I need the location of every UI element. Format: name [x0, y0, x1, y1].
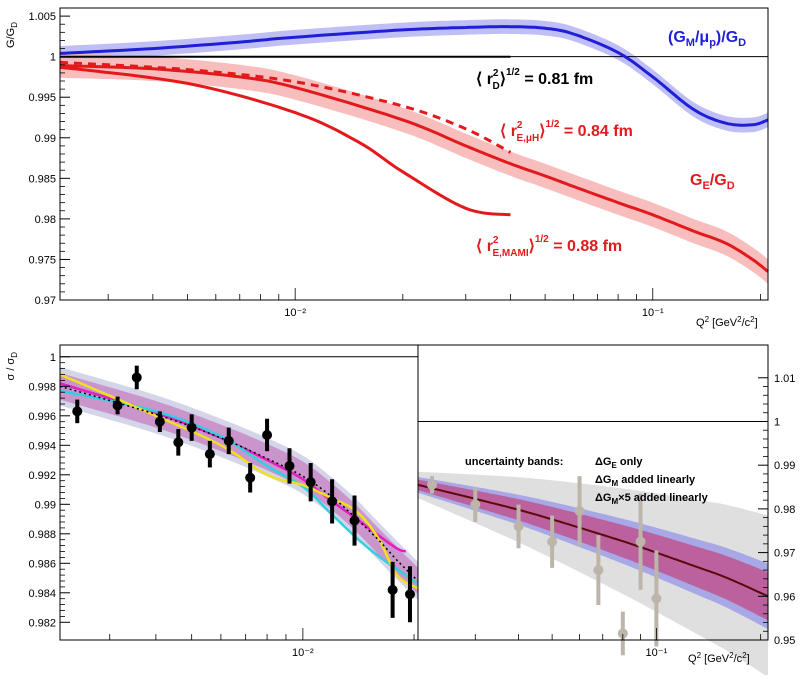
label-remami: ⟨ r2 E,MAMI⟩1/2 = 0.88 fm: [476, 234, 622, 259]
bl-data-point: [284, 460, 295, 471]
br-ytick-label: 0.97: [774, 548, 795, 560]
bl-ytick-label: 0.984: [28, 588, 56, 600]
top-xlabel: Q2 [GeV2/c2]: [696, 315, 758, 329]
legend-title: uncertainty bands:: [465, 456, 563, 468]
bl-ytick-label: 0.992: [28, 470, 56, 482]
br-ytick-label: 0.98: [774, 504, 795, 516]
bl-data-point: [245, 472, 256, 483]
bl-data-point: [131, 372, 142, 383]
bl-data-point: [404, 589, 415, 600]
top-ytick-label: 0.995: [28, 92, 56, 104]
top-series-1: [59, 64, 769, 273]
bottom-xlabel: Q2 [GeV2/c2]: [688, 651, 750, 665]
bl-ytick-label: 1: [50, 352, 56, 364]
top-ytick-label: 0.98: [35, 214, 56, 226]
label-rd-text: ⟨ r2 D⟩1/2 = 0.81 fm: [476, 67, 593, 92]
bl-ytick-label: 0.982: [28, 617, 56, 629]
bl-xtick-label: 10⁻²: [292, 647, 314, 659]
label-rd: ⟨ r2 D⟩1/2 = 0.81 fm: [476, 67, 593, 92]
bl-data-point: [173, 437, 184, 448]
bottom-left-points: [72, 365, 415, 623]
bl-data-point: [186, 422, 197, 433]
label-remami-text: ⟨ r2 E,MAMI⟩1/2 = 0.88 fm: [476, 234, 622, 259]
bottom-ylabel: σ / σD: [5, 352, 19, 381]
bl-ytick-label: 0.986: [28, 558, 56, 570]
bottom-panel: σ / σD 0.982 0.984 0.986 0.988 0.99 0.992 0.99…: [5, 344, 795, 678]
top-panel: G/GD 0.97 0.975 0.98 0.985 0.99 0.995 1 1.005 10…: [5, 7, 769, 329]
top-series-0: [59, 25, 769, 127]
bl-data-point: [223, 435, 234, 446]
top-ytick-label: 0.99: [35, 133, 56, 145]
bl-data-point: [349, 515, 360, 526]
top-frame: [59, 7, 769, 301]
br-band-ge: [418, 479, 768, 621]
top-ytick-label: 1.005: [28, 11, 56, 23]
top-xtick-label: 10⁻²: [284, 307, 306, 319]
bl-data-point: [72, 406, 83, 417]
bl-data-point: [112, 400, 123, 411]
top-series-3: [59, 60, 512, 154]
top-ylabel: G/GD: [5, 22, 19, 48]
bl-data-point: [387, 584, 398, 595]
br-ytick-label: 1.01: [774, 373, 795, 385]
bottom-axes: 0.982 0.984 0.986 0.988 0.99 0.992 0.994 0.996 0…: [28, 352, 795, 659]
top-ytick-label: 1: [50, 52, 56, 64]
bl-data-point: [154, 416, 165, 427]
br-data-point: [427, 479, 438, 490]
label-remuh: ⟨ r2 E,μH⟩1/2 = 0.84 fm: [500, 119, 633, 144]
top-xtick-label: 10⁻¹: [642, 307, 664, 319]
br-ytick-label: 1: [774, 416, 780, 428]
br-ytick-label: 0.95: [774, 635, 795, 647]
top-lines: [59, 25, 769, 273]
bl-ytick-label: 0.994: [28, 440, 56, 452]
br-data-point: [470, 499, 481, 510]
top-series-4: [59, 65, 511, 217]
br-data-point: [574, 506, 585, 517]
br-data-point: [513, 521, 524, 532]
bl-ytick-label: 0.996: [28, 411, 56, 423]
legend-entry-ge: ΔGE only: [595, 456, 643, 470]
bl-data-point: [262, 429, 273, 440]
br-data-point: [547, 536, 558, 547]
bl-data-point: [204, 449, 215, 460]
br-band-gm5: [418, 471, 768, 678]
label-remuh-text: ⟨ r2 E,μH⟩1/2 = 0.84 fm: [500, 119, 633, 144]
br-data-point: [617, 628, 628, 639]
bl-ytick-label: 0.99: [35, 499, 56, 511]
legend-entry-gm: ΔGM added linearly: [595, 474, 696, 488]
bottom-right-bands: [418, 471, 768, 678]
legend-bands: uncertainty bands: ΔGE only ΔGM added li…: [465, 456, 709, 506]
bl-data-point: [327, 496, 338, 507]
br-ytick-label: 0.96: [774, 591, 795, 603]
bl-data-point: [305, 477, 316, 488]
top-bands: [60, 19, 768, 284]
top-ytick-label: 0.985: [28, 173, 56, 185]
br-central-line: [417, 483, 769, 598]
br-data-point: [593, 565, 604, 576]
top-ytick-label: 0.975: [28, 254, 56, 266]
legend-entry-gm5: ΔGM×5 added linearly: [595, 492, 709, 506]
br-data-point: [635, 536, 646, 547]
label-ge-over-gd: GE/GD: [690, 172, 735, 192]
bottom-frame: [59, 344, 769, 641]
label-gm-over-gd: (GM/μp)/GD: [668, 29, 746, 49]
top-ytick-label: 0.97: [35, 295, 56, 307]
top-axes: 0.97 0.975 0.98 0.985 0.99 0.995 1 1.005 10⁻² 10⁻…: [28, 11, 761, 319]
bl-ytick-label: 0.988: [28, 529, 56, 541]
br-ytick-label: 0.99: [774, 460, 795, 472]
bl-ytick-label: 0.998: [28, 381, 56, 393]
bottom-right-lines: [417, 420, 769, 598]
br-xtick-label: 10⁻¹: [646, 647, 668, 659]
top-band-0: [60, 19, 768, 133]
br-data-point: [651, 593, 662, 604]
bottom-right-points: [427, 476, 662, 656]
